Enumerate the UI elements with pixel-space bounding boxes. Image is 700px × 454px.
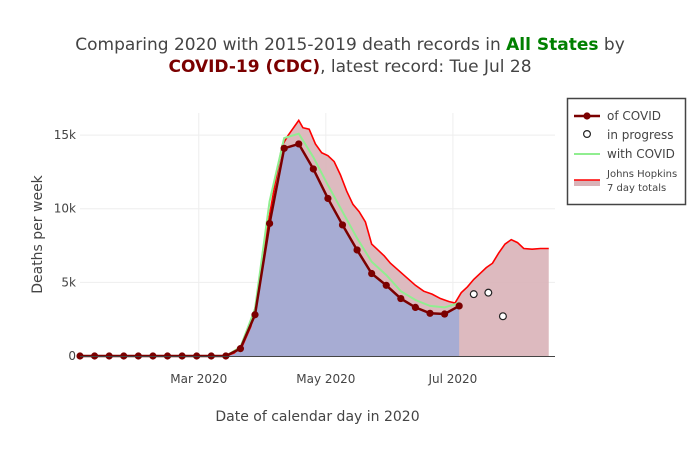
legend-label: in progress	[607, 128, 674, 142]
chart-title-line1: Comparing 2020 with 2015-2019 death reco…	[75, 35, 625, 55]
of-covid-point	[265, 219, 274, 228]
of-covid-point	[280, 144, 288, 152]
of-covid-point	[251, 311, 259, 319]
of-covid-point	[368, 269, 376, 278]
legend-label-line: 7 day totals	[607, 183, 666, 194]
of-covid-point	[353, 246, 361, 254]
of-covid-point	[440, 310, 449, 318]
of-covid-point	[338, 221, 347, 229]
legend-label: of COVID	[607, 109, 661, 123]
in-progress-point	[498, 312, 507, 321]
of-covid-point	[295, 140, 303, 148]
legend-label-line: Johns Hopkins	[606, 169, 677, 180]
legend-label: with COVID	[607, 147, 675, 161]
of-covid-point	[309, 165, 317, 173]
chart-title-line1-part: Comparing 2020 with 2015-2019 death reco…	[75, 35, 506, 55]
y-tick-label: 5k	[61, 275, 76, 289]
of-covid-point	[397, 294, 405, 303]
chart-title-line1-part: All States	[506, 35, 598, 55]
legend-of-covid-marker	[583, 112, 591, 120]
legend-in-progress-marker	[582, 130, 591, 139]
legend-label: Johns Hopkins 7 day totals	[606, 169, 677, 194]
of-covid-point	[324, 194, 332, 203]
x-tick-label: Mar 2020	[170, 372, 227, 386]
in-progress-point	[469, 290, 478, 299]
of-covid-point	[455, 302, 463, 310]
of-covid-point	[411, 303, 420, 311]
y-tick-label: 15k	[54, 128, 76, 142]
legend: of COVID in progress with COVID Johns Hopki…	[566, 97, 687, 206]
chart-title-line1-part: by	[599, 35, 625, 55]
y-tick-label: 0	[68, 349, 76, 363]
x-tick-label: Jul 2020	[427, 372, 477, 386]
y-tick-label: 10k	[54, 202, 76, 216]
x-tick-label: May 2020	[296, 372, 355, 386]
x-axis-label: Date of calendar day in 2020	[215, 409, 419, 425]
y-axis-label: Deaths per week	[30, 174, 46, 293]
with-covid-line	[225, 132, 460, 357]
of-covid-point	[236, 345, 245, 353]
chart-title-line2-part: , latest record: Tue Jul 28	[320, 57, 531, 77]
in-progress-point	[484, 288, 493, 297]
of-covid-point	[382, 281, 390, 289]
chart-title-line2: COVID-19 (CDC), latest record: Tue Jul 2…	[168, 57, 531, 77]
legend-jh-fill-swatch	[574, 180, 600, 186]
of-covid-fill	[80, 143, 460, 356]
chart-title-line2-part: COVID-19 (CDC)	[168, 57, 320, 77]
of-covid-point	[426, 309, 434, 317]
